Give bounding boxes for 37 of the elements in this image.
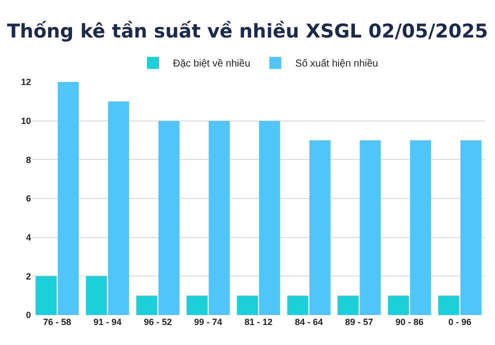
bar xyxy=(410,140,432,315)
bar xyxy=(136,296,158,315)
x-tick-label: 81 - 12 xyxy=(244,317,273,327)
x-tick-label: 96 - 52 xyxy=(144,317,172,327)
legend-label: Đặc biệt về nhiều xyxy=(173,58,250,70)
bar xyxy=(388,296,409,315)
y-tick-label: 2 xyxy=(26,271,31,282)
bar xyxy=(287,296,308,315)
y-tick-label: 4 xyxy=(26,232,31,242)
bar xyxy=(338,296,359,315)
y-tick-label: 8 xyxy=(26,154,31,165)
bar xyxy=(36,276,57,315)
chart-title: Thống kê tần suất về nhiều XSGL 02/05/2025 xyxy=(6,20,488,42)
bar xyxy=(58,82,79,315)
bar xyxy=(259,120,280,315)
legend-label: Số xuất hiện nhiều xyxy=(295,58,378,70)
bar xyxy=(208,120,230,315)
x-tick-label: 84 - 64 xyxy=(294,317,323,327)
x-tick-label: 99 - 74 xyxy=(194,317,222,327)
bar xyxy=(309,140,330,315)
x-tick-label: 89 - 57 xyxy=(345,317,374,327)
bar xyxy=(186,296,208,315)
x-tick-label: 76 - 58 xyxy=(43,317,72,327)
y-tick-label: 6 xyxy=(26,194,31,204)
bar xyxy=(86,276,107,315)
bar xyxy=(460,140,482,315)
x-tick-label: 90 - 86 xyxy=(395,317,424,327)
bar xyxy=(360,140,381,315)
bar xyxy=(236,296,258,315)
bar xyxy=(108,101,130,315)
y-tick-label: 12 xyxy=(20,77,31,88)
bar xyxy=(438,296,460,315)
bar xyxy=(158,120,180,315)
x-tick-label: 0 - 96 xyxy=(448,317,472,327)
y-tick-label: 0 xyxy=(26,310,31,320)
x-tick-label: 91 - 94 xyxy=(93,317,122,327)
y-tick-label: 10 xyxy=(20,116,31,126)
